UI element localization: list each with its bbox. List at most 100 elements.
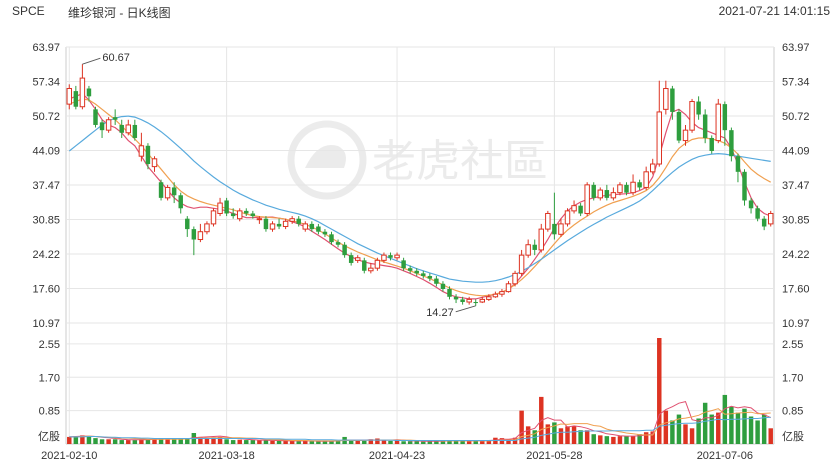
- price-tick-right: 44.09: [782, 146, 810, 158]
- candle-body: [132, 124, 138, 138]
- volume-bar: [375, 438, 380, 444]
- volume-bar: [702, 402, 708, 444]
- volume-bar: [558, 428, 564, 444]
- volume-bar: [506, 439, 511, 444]
- volume-bar: [748, 416, 754, 444]
- volume-bar: [152, 438, 157, 444]
- candle-body: [637, 182, 642, 188]
- candle-body: [505, 283, 512, 293]
- volume-bar: [204, 437, 210, 444]
- volume-bar: [165, 438, 170, 444]
- candle-body: [578, 205, 583, 214]
- chart-header: SPCE 维珍银河 - 日K线图 2021-07-21 14:01:15: [0, 0, 840, 22]
- low-marker-line: [455, 305, 476, 313]
- volume-bar: [296, 441, 301, 444]
- candle-body: [125, 124, 132, 134]
- candle-body: [276, 223, 282, 227]
- candle-body: [466, 298, 472, 303]
- candle-body: [434, 278, 439, 284]
- candle-body: [164, 186, 171, 199]
- volume-tick-right: 2.55: [782, 339, 803, 351]
- price-tick-right: 24.22: [782, 249, 810, 261]
- volume-bar: [755, 420, 760, 444]
- date-tick: 2021-07-06: [697, 450, 753, 462]
- candle-body: [296, 218, 301, 224]
- price-tick-left: 10.97: [32, 318, 60, 330]
- candle-body: [244, 210, 249, 214]
- candle-body: [414, 270, 419, 274]
- price-tick-left: 17.60: [32, 283, 60, 295]
- volume-bar: [742, 408, 747, 444]
- candle-body: [210, 210, 217, 225]
- candle-body: [421, 273, 426, 276]
- volume-bar: [257, 440, 262, 444]
- volume-bar: [158, 438, 164, 444]
- volume-bar: [427, 441, 433, 444]
- volume-bar: [473, 440, 478, 444]
- candle-body: [486, 296, 492, 300]
- candle-body: [269, 223, 276, 230]
- candle-body: [676, 111, 682, 141]
- volume-tick-right: 0.85: [782, 406, 803, 418]
- price-tick-right: 30.85: [782, 214, 810, 226]
- volume-bar: [86, 436, 92, 444]
- candle-body: [230, 213, 236, 217]
- price-tick-left: 24.22: [32, 249, 60, 261]
- volume-bar: [230, 440, 236, 444]
- candle-body: [401, 260, 406, 269]
- candle-body: [282, 220, 289, 228]
- volume-bar: [211, 437, 216, 444]
- volume-bar: [335, 440, 341, 444]
- volume-bar: [224, 439, 229, 444]
- price-tick-right: 63.97: [782, 42, 810, 54]
- volume-bar: [67, 436, 72, 444]
- candle-body: [217, 202, 223, 214]
- candle-body: [767, 212, 774, 225]
- watermark-tiger-icon: [305, 144, 346, 168]
- volume-bar: [414, 441, 419, 444]
- candle-body: [289, 218, 295, 222]
- price-tick-left: 37.47: [32, 180, 60, 192]
- candle-body: [440, 283, 446, 289]
- candle-body: [604, 190, 610, 198]
- volume-bar: [171, 438, 177, 444]
- volume-bar: [657, 338, 662, 444]
- volume-bar: [460, 440, 465, 444]
- volume-tick-left: 1.70: [39, 372, 60, 384]
- low-annotation: 14.27: [426, 307, 454, 319]
- volume-bar: [106, 439, 111, 444]
- candle-body: [538, 228, 545, 251]
- price-tick-left: 57.34: [32, 77, 60, 89]
- volume-bar: [362, 440, 367, 444]
- candle-body: [682, 129, 689, 142]
- date-tick: 2021-05-28: [526, 450, 582, 462]
- candle-body: [460, 299, 465, 303]
- volume-bar: [119, 440, 124, 444]
- volume-unit-right: 亿股: [782, 430, 804, 443]
- candle-body: [236, 210, 243, 220]
- candle-body: [197, 231, 204, 241]
- volume-bar: [565, 426, 570, 444]
- date-tick: 2021-03-18: [198, 450, 254, 462]
- candle-body: [663, 88, 669, 110]
- volume-bar: [578, 430, 583, 444]
- volume-bar: [716, 412, 721, 444]
- volume-bar: [584, 430, 590, 444]
- volume-bar: [93, 438, 98, 444]
- candle-body: [354, 257, 361, 261]
- volume-bar: [139, 439, 144, 444]
- price-tick-left: 50.72: [32, 111, 60, 123]
- volume-tick-left: 2.55: [39, 339, 60, 351]
- candle-body: [735, 156, 741, 172]
- volume-bar: [617, 436, 623, 444]
- volume-bar: [761, 414, 767, 444]
- candle-body: [368, 267, 374, 272]
- volume-bar: [447, 440, 452, 444]
- volume-bar: [643, 432, 649, 444]
- candle-body: [309, 223, 315, 230]
- candle-body: [545, 212, 551, 230]
- volume-bar: [217, 436, 223, 444]
- candle-body: [99, 122, 105, 131]
- candle-body: [224, 200, 229, 214]
